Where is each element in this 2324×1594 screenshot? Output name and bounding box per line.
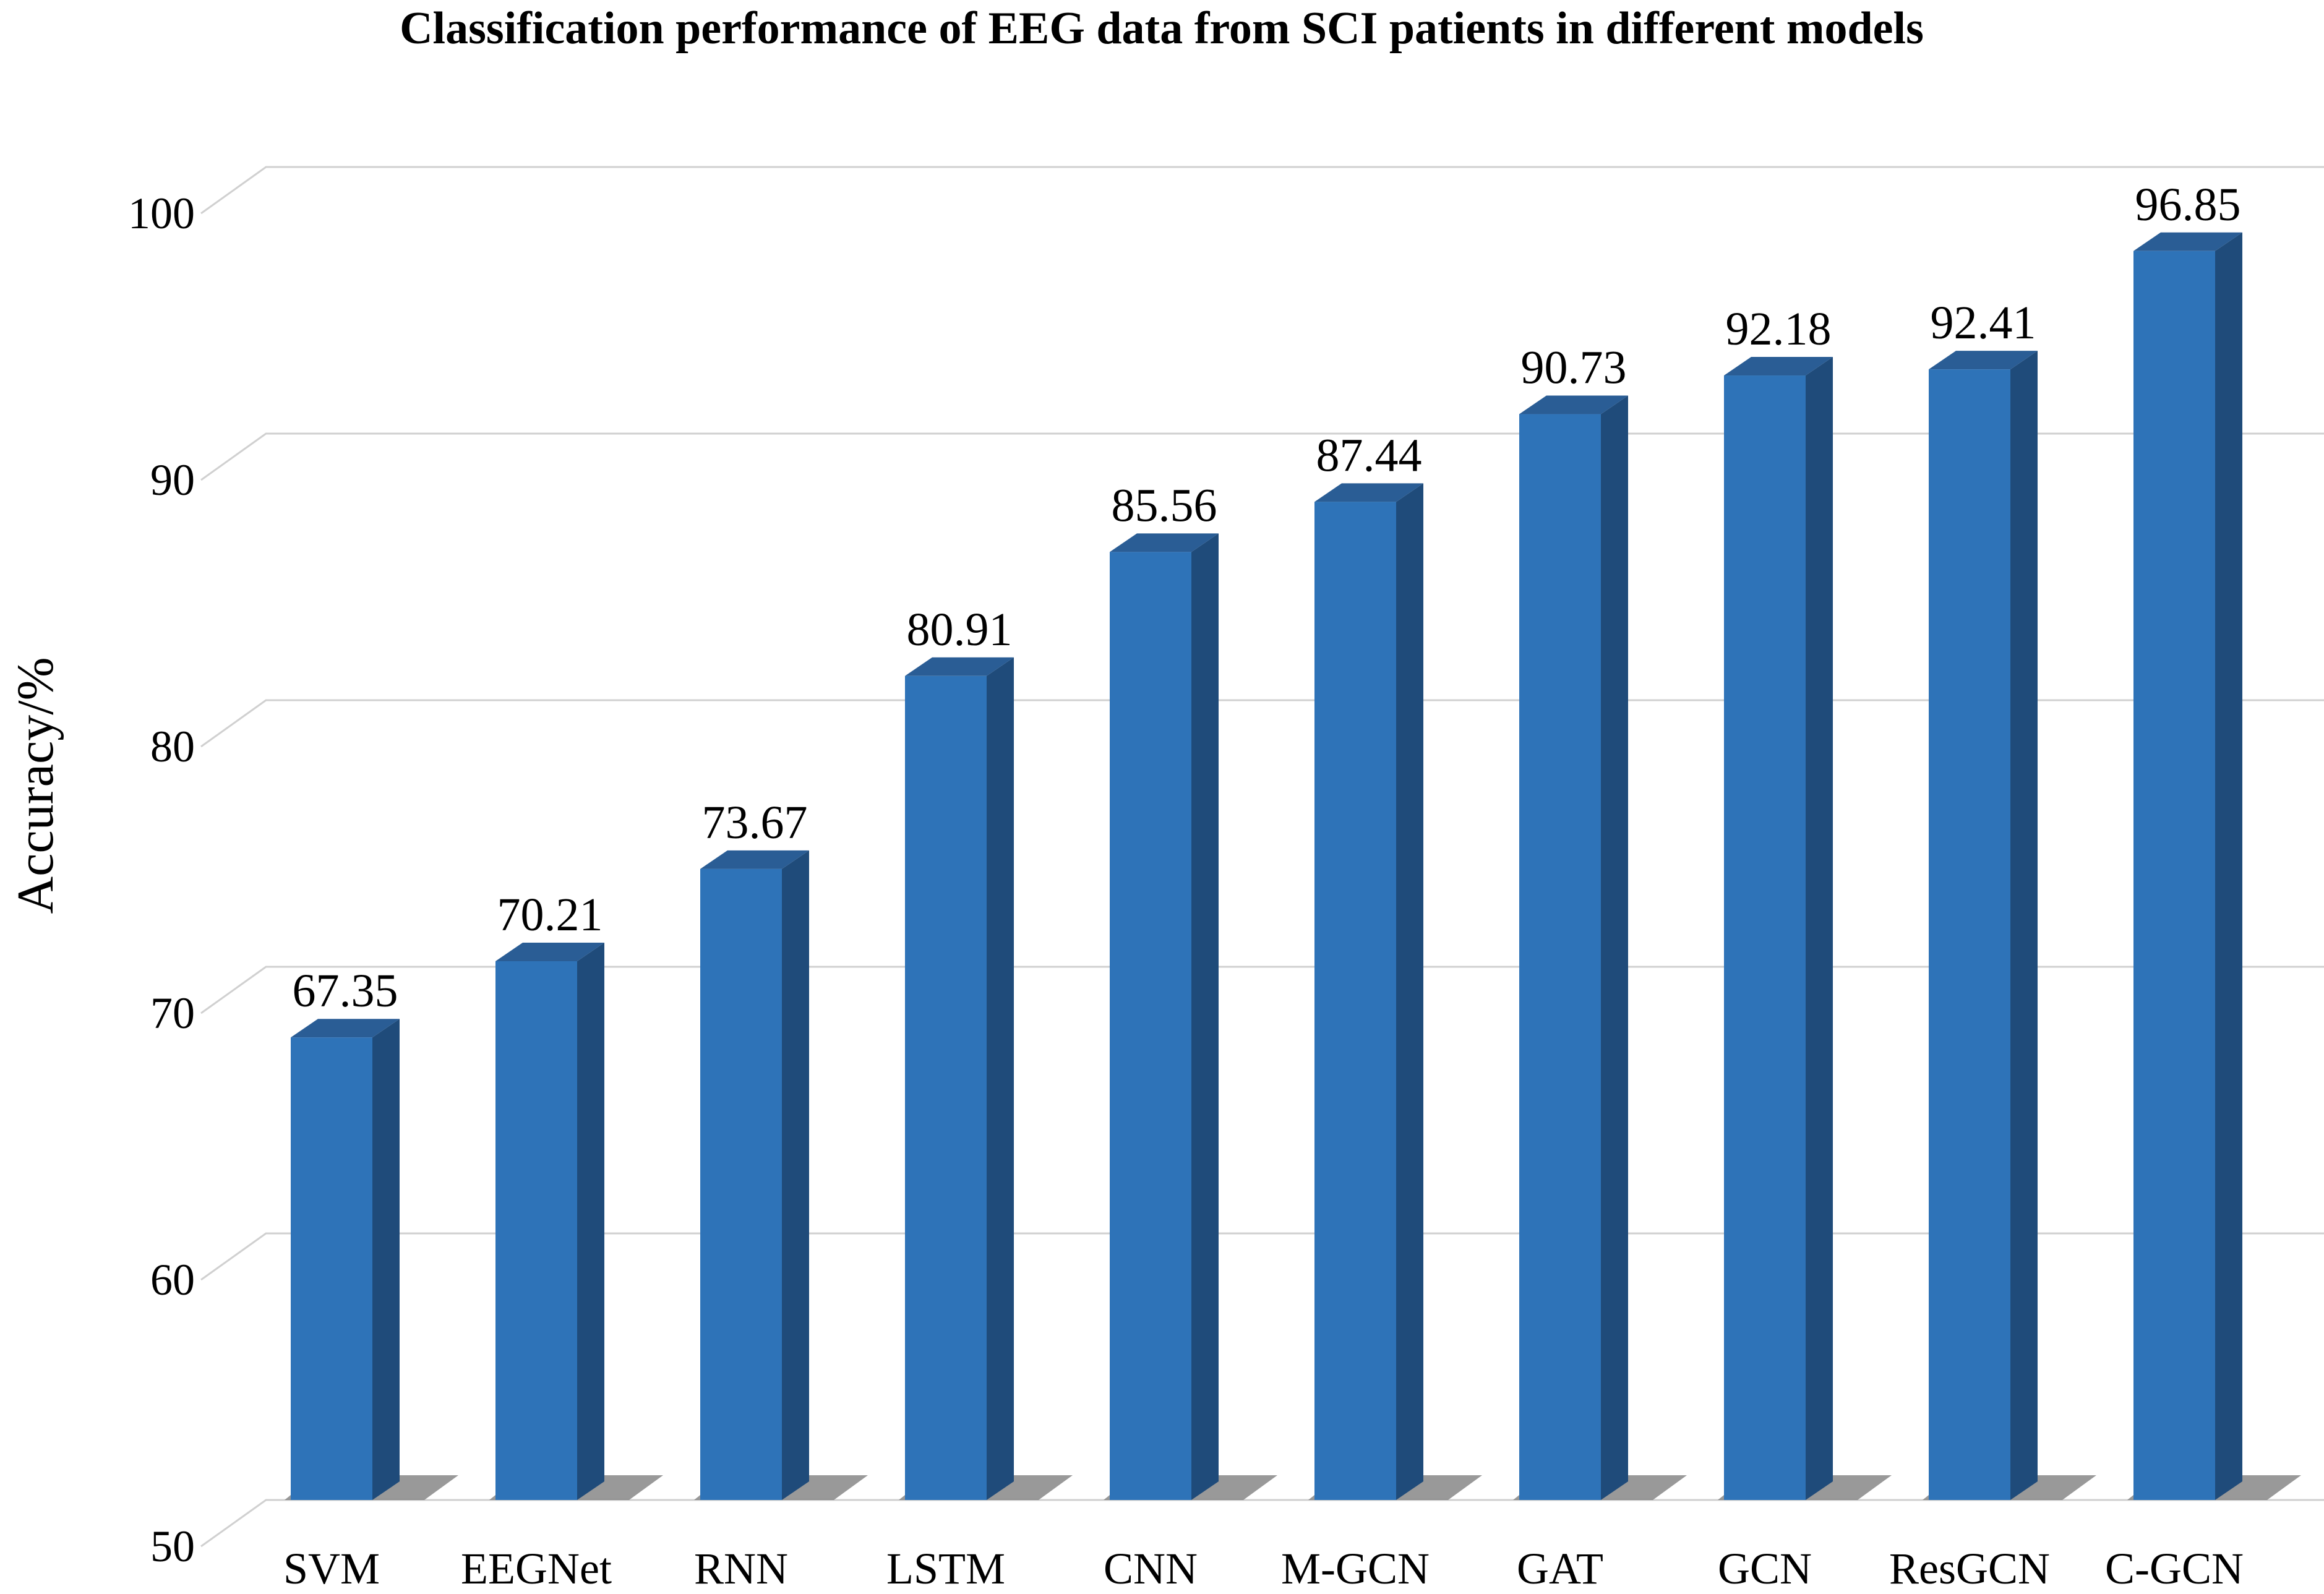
bar-top [1724, 357, 1833, 376]
bar-side [2010, 351, 2038, 1500]
gridline [200, 1499, 2324, 1548]
bar-side [2215, 232, 2242, 1500]
chart-title: Classification performance of EEG data f… [400, 3, 1924, 54]
bar-side [987, 657, 1014, 1500]
x-tick-label: GCN [1718, 1544, 1812, 1593]
bar-front [1724, 375, 1806, 1500]
bars [291, 232, 2242, 1501]
bar-side [1396, 483, 1423, 1501]
bar-top [495, 942, 604, 961]
bar [905, 657, 1014, 1500]
y-tick-label: 50 [150, 1522, 195, 1571]
gridline [200, 966, 2324, 1014]
x-tick-label: M-GCN [1281, 1544, 1430, 1593]
x-tick-label: GAT [1517, 1544, 1603, 1593]
x-tick-label: CNN [1104, 1544, 1198, 1593]
bar-front [905, 675, 987, 1500]
bar [1519, 395, 1628, 1500]
x-tick-label: RNN [694, 1544, 788, 1593]
data-label: 70.21 [497, 889, 603, 941]
bar [2133, 232, 2242, 1500]
bar-side [1191, 533, 1219, 1500]
data-label: 67.35 [293, 965, 398, 1017]
bar-front [2133, 251, 2215, 1500]
gridline [200, 432, 2324, 481]
bar [495, 942, 604, 1500]
gridline [200, 166, 2324, 215]
bar-top [2133, 232, 2242, 251]
y-tick-label: 60 [150, 1255, 195, 1305]
data-label: 80.91 [907, 604, 1013, 656]
bar-top [1314, 483, 1423, 502]
bar-side [372, 1019, 400, 1500]
data-label: 87.44 [1316, 429, 1422, 481]
y-tick-label: 70 [150, 988, 195, 1038]
bar [291, 1019, 400, 1500]
bar-front [495, 961, 577, 1500]
data-label: 92.41 [1931, 297, 2036, 349]
gridline [200, 1232, 2324, 1281]
bar-top [1110, 533, 1219, 552]
gridline [200, 699, 2324, 748]
bar-side [1806, 357, 1833, 1500]
x-tick-label: SVM [283, 1544, 380, 1593]
bar-top [1929, 351, 2038, 370]
data-label: 96.85 [2135, 179, 2241, 231]
bar [1929, 351, 2038, 1500]
y-tick-label: 90 [150, 455, 195, 505]
data-label: 85.56 [1112, 479, 1217, 531]
bar [1110, 533, 1219, 1500]
x-tick-label: LSTM [886, 1544, 1005, 1593]
data-labels: 67.35 70.21 73.67 80.91 85.56 87.44 90.73 92.18… [293, 179, 2241, 1017]
bar-top [700, 850, 809, 869]
x-tick-label: EEGNet [461, 1544, 612, 1593]
x-tick-label: ResGCN [1889, 1544, 2050, 1593]
data-label: 73.67 [702, 797, 808, 849]
bar [1724, 357, 1833, 1500]
bar [700, 850, 809, 1500]
x-axis-ticks: SVM EEGNet RNN LSTM CNN M-GCN GAT GCN ResGCN C-GC… [283, 1544, 2244, 1593]
y-tick-label: 100 [128, 189, 195, 238]
data-label: 92.18 [1726, 303, 1832, 355]
y-axis-ticks: 50 60 70 80 90 100 [128, 189, 195, 1571]
bar-top [1519, 395, 1628, 414]
bar-front [1519, 414, 1601, 1500]
bar-side [577, 942, 604, 1500]
bar-front [1929, 369, 2010, 1500]
bar-front [1314, 502, 1396, 1501]
data-label: 90.73 [1521, 342, 1627, 394]
bar-side [1601, 395, 1628, 1500]
bar [1314, 483, 1423, 1501]
bar-front [1110, 552, 1191, 1500]
bar-top [905, 657, 1014, 676]
bar-front [291, 1037, 372, 1500]
bar-top [291, 1019, 400, 1038]
x-tick-label: C-GCN [2105, 1544, 2244, 1593]
bar-side [782, 850, 809, 1500]
y-axis-label: Accuracy/% [7, 657, 64, 914]
y-tick-label: 80 [150, 722, 195, 771]
bar-front [700, 868, 782, 1500]
